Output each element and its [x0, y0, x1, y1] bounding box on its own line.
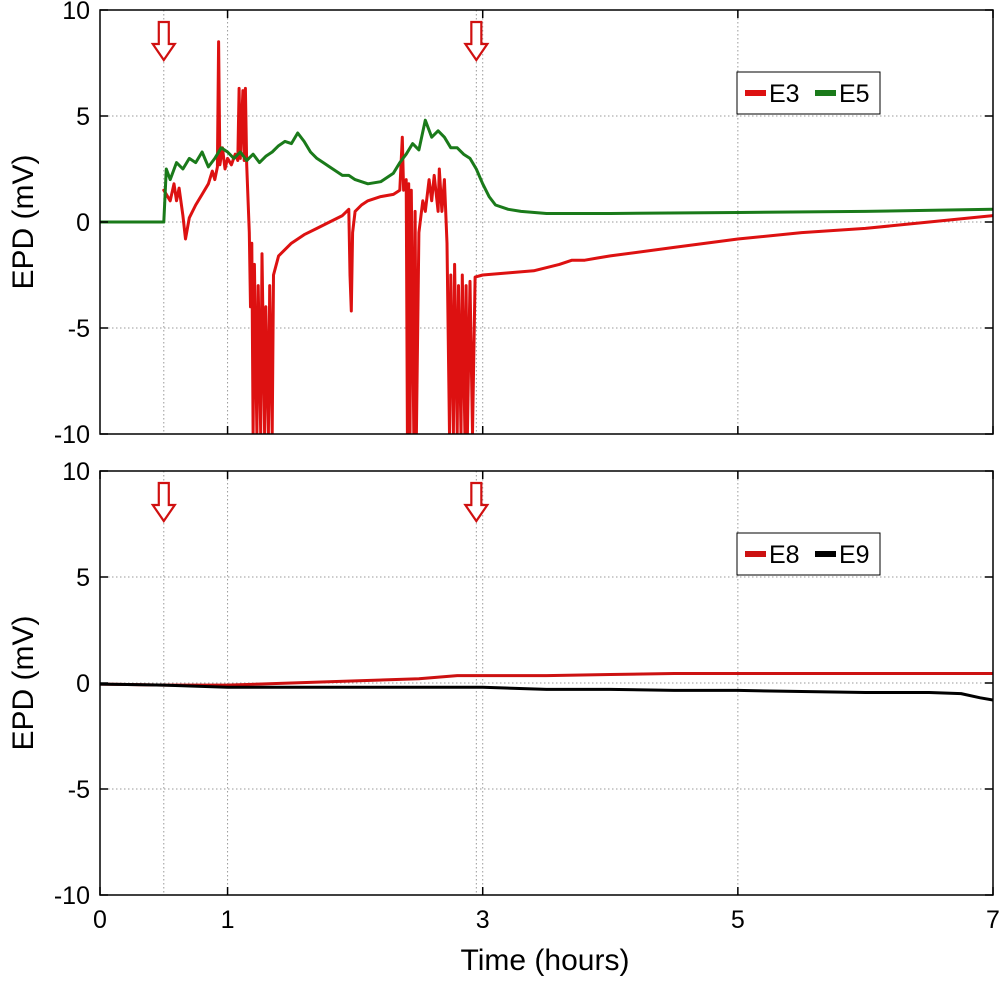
series-E5-line	[100, 118, 993, 224]
top-down-arrow-icon	[150, 20, 177, 62]
bottom-x-tick-label: 0	[93, 906, 107, 934]
top-legend: E3 E5	[736, 71, 881, 115]
bottom-y-tick-label: 0	[76, 670, 90, 698]
series-E8-line	[100, 672, 993, 687]
top-series-layer	[100, 40, 993, 434]
bottom-x-tick-label: 3	[476, 906, 490, 934]
top-down-arrow-icon	[463, 20, 490, 62]
bottom-y-tick-label: 10	[62, 458, 90, 486]
bottom-ticks: 0 1 3 5 7 10 5 0 -5 -10	[54, 458, 1000, 934]
bottom-legend: E8 E9	[736, 532, 881, 576]
top-y-tick-label: 0	[76, 209, 90, 237]
bottom-panel: 0 1 3 5 7 10 5 0 -5 -10 EPD (mV) Time (hours) E8 …	[7, 458, 1000, 977]
top-panel: 10 5 0 -5 -10 EPD (mV) E3 E5	[7, 0, 994, 449]
top-y-tick-label: 10	[62, 0, 90, 25]
legend-label-E5: E5	[839, 80, 870, 108]
top-annotations	[150, 20, 490, 62]
legend-label-E8: E8	[769, 541, 800, 569]
legend-label-E3: E3	[769, 80, 800, 108]
bottom-down-arrow-icon	[463, 481, 490, 523]
bottom-y-axis-title: EPD (mV)	[7, 616, 40, 751]
bottom-x-tick-label: 7	[986, 906, 1000, 934]
bottom-y-tick-label: 5	[76, 564, 90, 592]
bottom-series-layer	[100, 672, 993, 702]
top-ticks: 10 5 0 -5 -10	[54, 0, 994, 449]
bottom-y-tick-label: -5	[68, 776, 90, 804]
bottom-x-tick-label: 1	[221, 906, 235, 934]
legend-label-E9: E9	[839, 541, 870, 569]
top-y-tick-label: -10	[54, 421, 90, 449]
bottom-down-arrow-icon	[150, 481, 177, 523]
x-axis-title: Time (hours)	[461, 944, 630, 977]
bottom-y-tick-label: -10	[54, 882, 90, 910]
top-y-tick-label: -5	[68, 315, 90, 343]
bottom-annotations	[150, 481, 490, 523]
top-y-tick-label: 5	[76, 103, 90, 131]
series-E9-line	[100, 682, 993, 702]
top-y-axis-title: EPD (mV)	[7, 155, 40, 290]
bottom-x-tick-label: 5	[731, 906, 745, 934]
series-E3-line	[162, 40, 993, 434]
